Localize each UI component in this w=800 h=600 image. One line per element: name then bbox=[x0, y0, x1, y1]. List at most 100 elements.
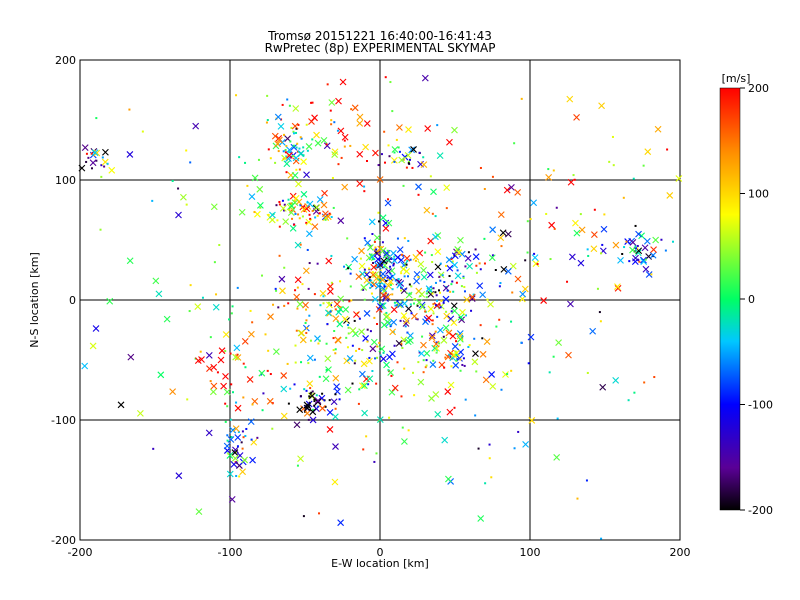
data-point-cross bbox=[499, 229, 507, 237]
data-point-cross bbox=[457, 313, 465, 321]
data-point-cross bbox=[433, 302, 441, 309]
data-point-dot bbox=[103, 165, 106, 168]
data-point-cross bbox=[333, 300, 341, 308]
data-point-dot bbox=[347, 332, 350, 335]
data-point-cross bbox=[359, 270, 366, 278]
data-point-cross bbox=[521, 285, 529, 293]
data-point-cross bbox=[299, 336, 307, 344]
data-point-dot bbox=[283, 203, 286, 206]
data-point-dot bbox=[240, 441, 243, 444]
data-point-cross bbox=[102, 148, 109, 156]
data-point-cross bbox=[91, 149, 99, 157]
data-point-dot bbox=[434, 291, 437, 294]
data-point-dot bbox=[461, 339, 464, 342]
data-point-dot bbox=[253, 211, 256, 214]
data-point-dot bbox=[281, 103, 284, 106]
data-point-cross bbox=[519, 290, 527, 298]
data-point-cross bbox=[332, 315, 340, 322]
data-point-dot bbox=[251, 321, 254, 324]
data-point-dot bbox=[672, 240, 675, 243]
data-point-cross bbox=[152, 277, 160, 285]
data-point-dot bbox=[314, 216, 317, 219]
data-point-dot bbox=[396, 237, 399, 240]
data-point-dot bbox=[553, 227, 556, 230]
data-point-cross bbox=[356, 150, 364, 158]
data-point-cross bbox=[313, 131, 320, 139]
data-point-dot bbox=[238, 475, 241, 478]
data-point-dot bbox=[313, 404, 316, 407]
data-point-dot bbox=[526, 220, 529, 223]
data-point-dot bbox=[453, 355, 456, 358]
data-point-cross bbox=[372, 149, 379, 157]
data-point-cross bbox=[81, 362, 89, 370]
data-point-dot bbox=[513, 142, 516, 145]
data-point-dot bbox=[389, 81, 392, 84]
data-point-dot bbox=[353, 319, 356, 322]
data-point-dot bbox=[653, 376, 656, 379]
data-point-dot bbox=[373, 240, 376, 243]
data-point-cross bbox=[332, 443, 339, 450]
data-point-cross bbox=[258, 369, 266, 377]
data-point-cross bbox=[545, 174, 553, 181]
data-point-dot bbox=[339, 306, 342, 309]
data-point-dot bbox=[186, 398, 189, 401]
data-point-cross bbox=[304, 404, 311, 412]
data-point-dot bbox=[441, 274, 444, 277]
data-point-dot bbox=[309, 387, 312, 390]
data-point-dot bbox=[274, 161, 277, 164]
data-point-cross bbox=[332, 374, 340, 382]
data-point-dot bbox=[349, 272, 352, 275]
data-point-dot bbox=[455, 359, 458, 362]
data-point-cross bbox=[209, 388, 217, 396]
data-point-dot bbox=[474, 248, 477, 251]
data-point-cross bbox=[157, 371, 165, 379]
data-point-dot bbox=[151, 199, 154, 202]
data-point-dot bbox=[311, 101, 314, 104]
data-point-cross bbox=[232, 425, 240, 433]
data-point-dot bbox=[425, 292, 428, 295]
data-point-dot bbox=[403, 275, 406, 278]
data-point-cross bbox=[553, 454, 561, 461]
data-point-dot bbox=[294, 212, 297, 215]
data-point-dot bbox=[230, 383, 233, 386]
data-point-cross bbox=[292, 105, 300, 112]
data-point-dot bbox=[464, 398, 467, 401]
data-point-dot bbox=[627, 399, 630, 402]
data-point-dot bbox=[349, 285, 352, 288]
data-point-cross bbox=[286, 146, 293, 154]
data-point-dot bbox=[644, 258, 647, 261]
data-point-cross bbox=[383, 251, 390, 259]
data-point-cross bbox=[346, 355, 354, 362]
colorbar-ticks: 200 100 0 -100 -200 bbox=[740, 82, 773, 517]
data-point-cross bbox=[590, 231, 598, 238]
data-point-dot bbox=[573, 178, 576, 181]
data-point-cross bbox=[404, 338, 412, 346]
data-point-dot bbox=[308, 213, 311, 216]
data-point-cross bbox=[396, 124, 403, 131]
data-point-dot bbox=[331, 176, 334, 179]
data-point-dot bbox=[266, 94, 269, 97]
data-point-cross bbox=[600, 225, 608, 233]
data-point-cross bbox=[319, 289, 327, 297]
data-point-cross bbox=[360, 284, 368, 291]
data-point-dot bbox=[350, 299, 353, 302]
data-point-cross bbox=[137, 409, 144, 417]
data-point-cross bbox=[380, 257, 388, 265]
data-point-cross bbox=[345, 263, 353, 271]
data-point-dot bbox=[277, 150, 280, 153]
data-point-dot bbox=[385, 279, 388, 282]
data-point-cross bbox=[300, 190, 308, 198]
data-point-dot bbox=[286, 362, 289, 365]
data-point-cross bbox=[322, 210, 329, 218]
data-point-dot bbox=[307, 418, 310, 421]
data-point-dot bbox=[337, 163, 340, 166]
data-point-cross bbox=[654, 125, 662, 133]
data-point-cross bbox=[452, 361, 460, 369]
data-point-dot bbox=[238, 156, 241, 159]
data-point-cross bbox=[398, 156, 406, 164]
data-point-cross bbox=[403, 254, 411, 262]
data-point-dot bbox=[306, 201, 309, 204]
data-point-dot bbox=[316, 214, 319, 217]
data-point-cross bbox=[514, 275, 522, 283]
